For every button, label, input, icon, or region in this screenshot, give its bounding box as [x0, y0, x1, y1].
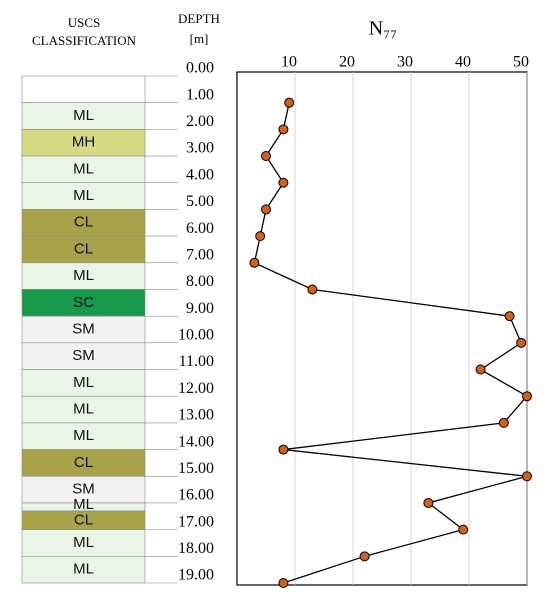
- y-tick-label: 3.00: [186, 140, 214, 157]
- soil-label: ML: [73, 534, 94, 551]
- soil-layer: [21, 369, 146, 397]
- y-tick-label: 8.00: [186, 273, 214, 290]
- x-tick-label: 10: [281, 54, 297, 71]
- soil-label: MH: [72, 134, 95, 151]
- depth-title: [m]: [190, 31, 209, 46]
- soil-label: ML: [73, 107, 94, 124]
- y-tick-label: 2.00: [186, 113, 214, 130]
- y-tick-label: 17.00: [178, 513, 214, 530]
- n-point: [278, 124, 289, 135]
- n-point: [498, 417, 509, 428]
- y-tick-label: 0.00: [186, 60, 214, 77]
- x-tick-label: 20: [339, 54, 355, 71]
- n-point: [284, 97, 295, 108]
- x-tick-label: 40: [455, 54, 471, 71]
- soil-layer: [21, 75, 146, 103]
- y-tick-label: 7.00: [186, 246, 214, 263]
- y-tick-label: 1.00: [186, 86, 214, 103]
- y-tick-label: 14.00: [178, 433, 214, 450]
- soil-layer: [21, 289, 146, 317]
- n-point: [261, 151, 271, 162]
- plot-frame: [236, 71, 528, 586]
- x-tick-label: 50: [513, 54, 529, 71]
- soil-label: ML: [73, 374, 94, 391]
- soil-layer: [21, 102, 146, 130]
- soil-label: ML: [73, 496, 94, 513]
- n-point: [516, 337, 527, 348]
- y-tick-label: 6.00: [186, 220, 214, 237]
- soil-layer: [21, 556, 146, 584]
- y-tick-label: 4.00: [186, 166, 214, 183]
- soil-label: ML: [73, 187, 94, 204]
- soil-layer: [21, 449, 146, 477]
- soil-layer: [21, 422, 146, 450]
- column-title: CLASSIFICATION: [32, 33, 137, 48]
- y-tick-label: 15.00: [178, 460, 214, 477]
- y-tick-label: 19.00: [178, 567, 214, 584]
- n-point: [249, 257, 260, 268]
- soil-label: ML: [73, 561, 94, 578]
- y-tick-label: 18.00: [178, 540, 214, 557]
- n-point: [423, 497, 434, 508]
- soil-layer: [21, 235, 146, 264]
- y-tick-label: 13.00: [178, 407, 214, 424]
- soil-label: SM: [72, 320, 95, 337]
- n-point: [475, 364, 486, 375]
- soil-layer: [21, 342, 146, 370]
- n-point: [359, 551, 370, 562]
- soil-label: CL: [74, 511, 93, 528]
- x-tick-label: 30: [397, 54, 413, 71]
- soil-label: CL: [74, 454, 93, 471]
- soil-label: SC: [73, 294, 94, 311]
- depth-title: DEPTH: [178, 11, 220, 26]
- n-point: [278, 578, 289, 588]
- soil-layer: [21, 209, 146, 237]
- n-point: [278, 177, 289, 188]
- soil-layer: [21, 155, 146, 184]
- soil-label: ML: [73, 401, 94, 418]
- n-point: [522, 471, 532, 482]
- soil-label: SM: [72, 481, 95, 498]
- y-tick-label: 12.00: [178, 380, 214, 397]
- x-axis-title: N₇₇: [369, 18, 397, 40]
- n-point: [458, 524, 469, 535]
- n-point: [255, 231, 266, 242]
- y-tick-label: 5.00: [186, 193, 214, 210]
- n-point: [522, 391, 532, 402]
- y-tick-label: 11.00: [179, 353, 214, 370]
- column-title: USCS: [68, 15, 101, 30]
- n-point: [504, 311, 515, 322]
- soil-label: ML: [73, 160, 94, 177]
- soil-label: SM: [72, 347, 95, 364]
- n-point: [278, 444, 289, 455]
- soil-label: CL: [74, 240, 93, 257]
- soil-layer: [21, 475, 146, 504]
- n-point: [307, 284, 318, 295]
- soil-layer: [21, 395, 146, 424]
- soil-label: ML: [73, 427, 94, 444]
- y-tick-label: 9.00: [186, 300, 214, 317]
- n-point: [261, 204, 271, 215]
- soil-label: ML: [73, 267, 94, 284]
- y-tick-label: 10.00: [178, 327, 214, 344]
- y-tick-label: 16.00: [178, 487, 214, 504]
- soil-label: CL: [74, 214, 93, 231]
- soil-layer: [21, 182, 146, 210]
- soil-layer: [21, 529, 146, 557]
- soil-layer: [21, 129, 146, 157]
